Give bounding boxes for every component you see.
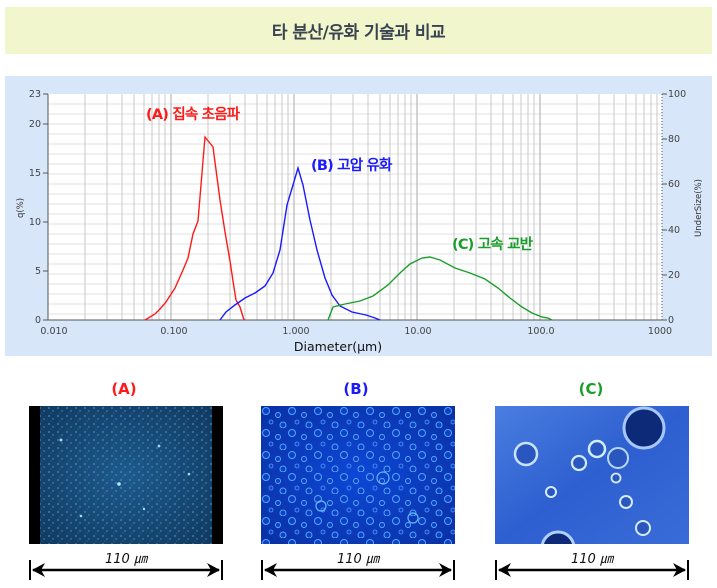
x-axis-title: Diameter(µm) [294,339,382,354]
page-title: 타 분산/유화 기술과 비교 [271,23,446,43]
x-tick: 1000 [648,326,672,337]
x-tick: 10.00 [404,326,431,337]
x-tick: 1.000 [282,326,309,337]
scale-label-b: 110 ㎛ [337,552,379,567]
y-axis-title: q(%) [16,198,26,218]
title-bar: 타 분산/유화 기술과 비교 [5,7,712,54]
y2-axis-ticks: 0 20 40 60 80 100 [668,89,686,326]
x-tick: 0.010 [40,326,67,337]
y2-tick: 20 [668,270,680,281]
y2-tick: 0 [668,315,674,326]
y-tick: 15 [29,168,41,179]
y2-tick: 40 [668,225,680,236]
x-tick: 100.0 [527,326,554,337]
scale-bar-b: 110 ㎛ [261,548,455,582]
plot-area [48,94,662,320]
y2-tick: 60 [668,179,680,190]
panel-label-b: (B) [343,380,369,398]
series-a-line [144,135,245,321]
chart-panel: 0 5 10 15 20 23 0 20 40 60 80 100 0.010 … [5,76,712,356]
double-arrow-icon [261,560,455,580]
horizontal-grid [48,103,662,315]
scale-label-a: 110 ㎛ [105,552,147,567]
scale-bar-c: 110 ㎛ [495,548,689,582]
y2-tick: 80 [668,134,680,145]
y-tick: 0 [35,315,41,326]
double-arrow-icon [495,560,689,580]
axes [43,93,667,321]
annotation-a: (A) 집속 초음파 [146,105,241,123]
series-b-line [219,165,381,321]
microscope-image-b [261,406,455,544]
scale-bar-a: 110 ㎛ [29,548,223,582]
y2-axis-title: UnderSize(%) [694,179,704,237]
y-tick: 10 [29,217,41,228]
annotation-b: (B) 고압 유화 [311,157,393,174]
y-tick: 5 [35,266,41,277]
panel-label-a: (A) [111,380,137,398]
y-tick: 20 [29,119,41,130]
microscope-image-a [29,406,223,544]
annotation-c: (C) 고속 교반 [452,236,534,253]
series-c-line [327,256,553,321]
x-tick: 0.100 [160,326,187,337]
y2-tick: 100 [668,89,686,100]
particle-size-chart: 0 5 10 15 20 23 0 20 40 60 80 100 0.010 … [16,89,704,354]
y-axis-ticks: 0 5 10 15 20 23 [29,89,41,326]
x-axis-ticks: 0.010 0.100 1.000 10.00 100.0 1000 [40,326,672,337]
microscope-image-c [495,406,689,544]
scale-label-c: 110 ㎛ [571,552,613,567]
panel-label-c: (C) [578,380,604,398]
double-arrow-icon [29,560,223,580]
y-tick: 23 [29,89,41,100]
